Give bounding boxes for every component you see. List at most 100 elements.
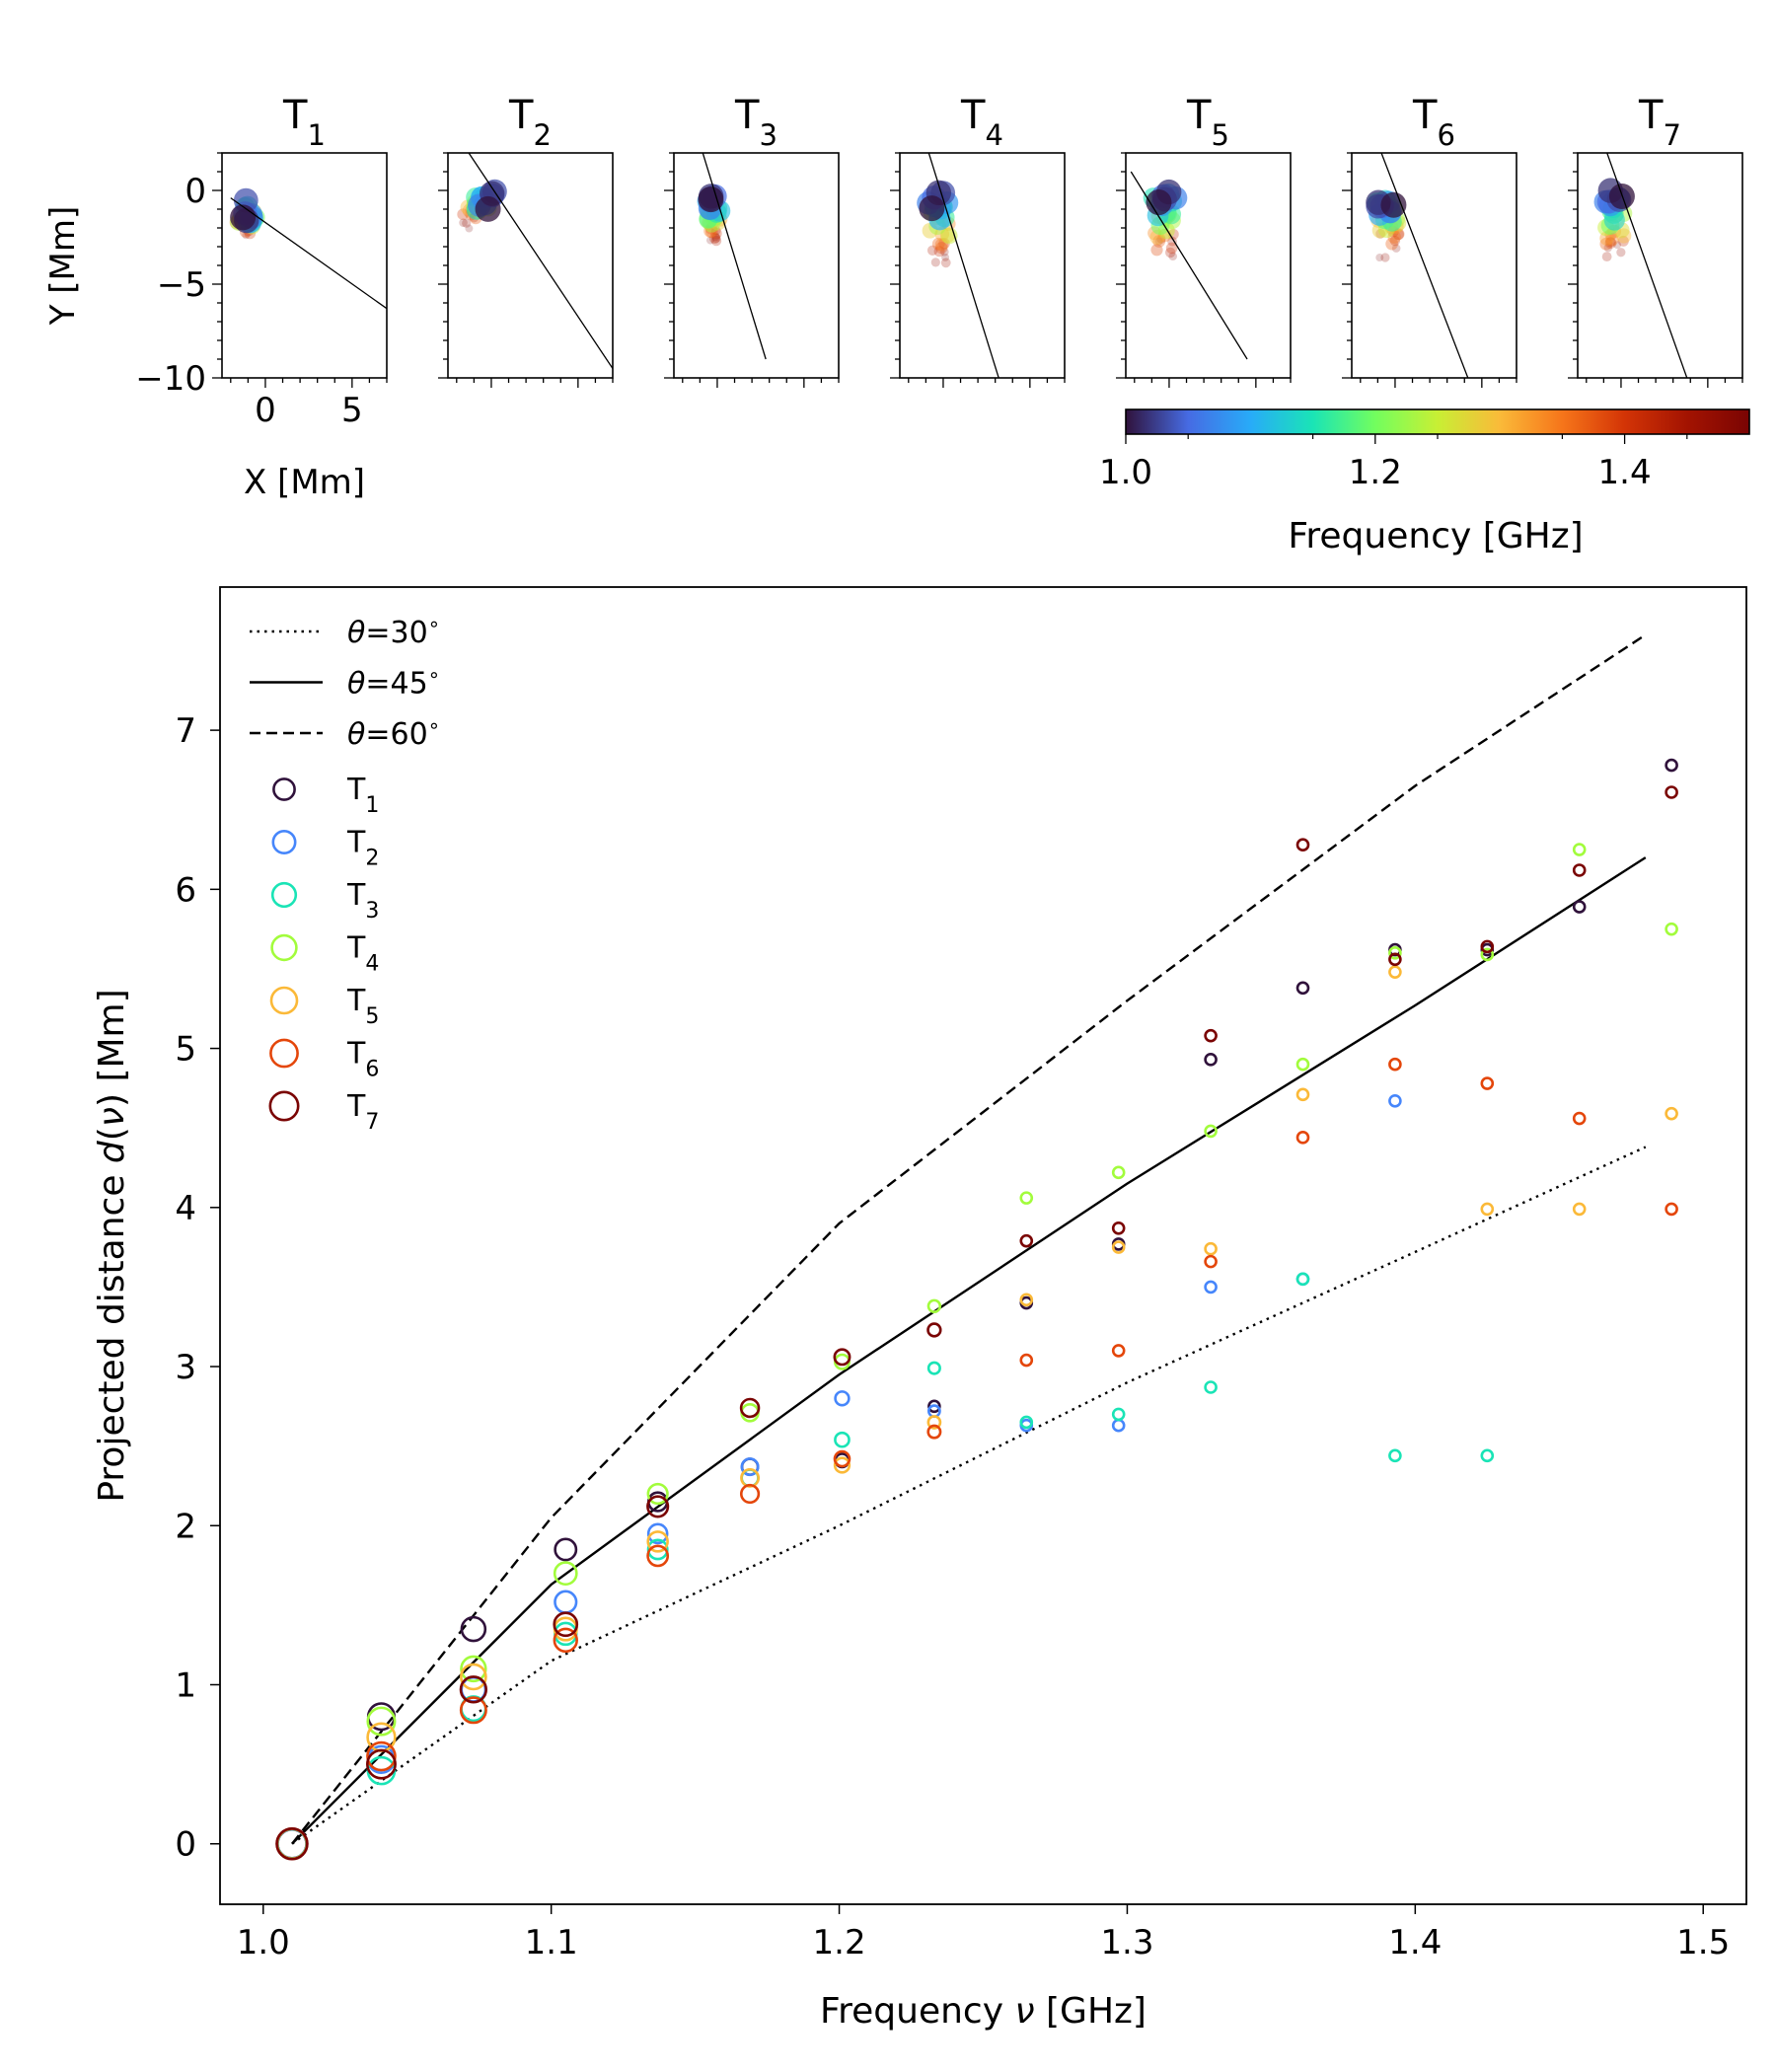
y-tick-label: 7 bbox=[175, 711, 196, 751]
fit-line bbox=[702, 153, 767, 360]
source-point bbox=[940, 258, 951, 268]
source-point bbox=[1375, 254, 1384, 262]
point-T7 bbox=[739, 1397, 761, 1419]
source-point bbox=[1392, 229, 1404, 241]
y-tick-label: −10 bbox=[135, 359, 206, 399]
point-T1 bbox=[460, 1615, 487, 1643]
panel-frame bbox=[899, 152, 1066, 379]
source-point bbox=[1380, 253, 1390, 262]
point-T3 bbox=[646, 1538, 669, 1561]
legend-label-T7: T7 bbox=[346, 1089, 379, 1135]
y-tick-label: 5 bbox=[175, 1030, 196, 1070]
point-T4 bbox=[926, 1298, 942, 1313]
point-T7 bbox=[1111, 1221, 1126, 1235]
point-T4 bbox=[1111, 1165, 1126, 1180]
fit-line bbox=[230, 197, 387, 310]
series-T6 bbox=[275, 1057, 1678, 1861]
source-point bbox=[1146, 189, 1172, 216]
model-line-theta-45 bbox=[291, 856, 1647, 1845]
source-point bbox=[934, 238, 949, 252]
colorbar-tick-label: 1.2 bbox=[1349, 453, 1402, 492]
point-T5 bbox=[926, 1415, 942, 1430]
point-T5 bbox=[1295, 1087, 1310, 1102]
source-point bbox=[939, 227, 955, 244]
point-T4 bbox=[1665, 922, 1678, 936]
source-point bbox=[710, 227, 722, 240]
point-T4 bbox=[1204, 1124, 1218, 1139]
source-point bbox=[1375, 229, 1386, 239]
panel-t3: T3 bbox=[664, 93, 840, 388]
source-point bbox=[931, 237, 945, 251]
legend-label-theta-45: θ=45∘ bbox=[347, 663, 440, 702]
point-T7 bbox=[366, 1748, 397, 1780]
point-T7 bbox=[1480, 939, 1495, 954]
source-points bbox=[697, 153, 767, 360]
x-axis-label: X [Mm] bbox=[244, 463, 365, 502]
point-T7 bbox=[1665, 785, 1678, 799]
source-point bbox=[1599, 237, 1613, 251]
panel-t1: T1 0 5 0 −5 −10 X [Mm] Y [Mm] bbox=[43, 93, 388, 502]
source-point bbox=[710, 235, 722, 247]
point-T3 bbox=[1295, 1272, 1310, 1287]
legend-marker-T2 bbox=[271, 829, 297, 854]
point-T6 bbox=[833, 1449, 851, 1468]
panel-frame bbox=[673, 152, 840, 379]
source-point bbox=[1167, 236, 1177, 247]
point-T5 bbox=[1480, 1202, 1495, 1217]
series-T5 bbox=[275, 965, 1678, 1861]
point-T6 bbox=[1019, 1353, 1034, 1368]
model-line-theta-60 bbox=[291, 633, 1647, 1845]
source-point bbox=[1605, 237, 1616, 248]
point-T6 bbox=[1204, 1254, 1218, 1269]
source-point bbox=[1616, 248, 1626, 258]
point-T6 bbox=[366, 1740, 397, 1772]
panel-title: T2 bbox=[508, 93, 552, 152]
y-tick-label: 4 bbox=[175, 1189, 196, 1228]
source-point bbox=[934, 226, 950, 242]
fit-line bbox=[1606, 153, 1688, 378]
main-frame bbox=[219, 586, 1747, 1905]
colorbar-bar bbox=[1125, 408, 1750, 435]
legend-marker-T3 bbox=[270, 881, 298, 909]
point-T5 bbox=[1388, 965, 1402, 979]
source-point bbox=[938, 237, 950, 250]
source-point bbox=[705, 236, 714, 245]
panel-title: T4 bbox=[960, 93, 1003, 152]
source-point bbox=[230, 204, 257, 231]
x-axis-label: Frequency ν [GHz] bbox=[820, 1991, 1147, 2032]
source-point bbox=[1165, 247, 1176, 259]
source-point bbox=[1392, 228, 1405, 241]
point-T5 bbox=[1204, 1241, 1218, 1256]
point-T7 bbox=[1295, 838, 1310, 851]
point-T3 bbox=[1204, 1380, 1218, 1394]
point-T2 bbox=[646, 1522, 669, 1545]
point-T7 bbox=[646, 1495, 670, 1518]
point-T4 bbox=[1480, 947, 1495, 962]
source-point bbox=[1156, 234, 1166, 244]
point-T1 bbox=[1665, 758, 1678, 773]
source-point bbox=[475, 195, 501, 222]
source-points bbox=[1130, 171, 1248, 360]
point-T4 bbox=[366, 1706, 397, 1737]
top-panels: T1 0 5 0 −5 −10 X [Mm] Y [Mm] T2 T3 T4 T5 T6 T7 bbox=[43, 93, 1743, 502]
x-tick-label: 5 bbox=[341, 391, 363, 430]
legend-marker-T7 bbox=[268, 1090, 300, 1122]
x-tick-label: 1.1 bbox=[525, 1923, 578, 1962]
point-T5 bbox=[646, 1530, 669, 1553]
legend-label-theta-30: θ=30∘ bbox=[347, 612, 440, 650]
source-point bbox=[1167, 228, 1179, 240]
point-T2 bbox=[834, 1390, 851, 1407]
point-T6 bbox=[646, 1544, 670, 1568]
point-T2 bbox=[1388, 1093, 1402, 1108]
panel-title: T1 bbox=[282, 93, 326, 152]
panel-t2: T2 bbox=[438, 93, 614, 388]
point-T6 bbox=[739, 1483, 761, 1505]
point-T1 bbox=[554, 1537, 578, 1562]
source-point bbox=[459, 218, 468, 227]
point-T7 bbox=[1204, 1028, 1218, 1043]
source-point bbox=[1616, 228, 1632, 244]
legend-label-T5: T5 bbox=[346, 984, 379, 1029]
x-tick-label: 1.5 bbox=[1676, 1923, 1730, 1962]
panel-title: T7 bbox=[1638, 93, 1681, 152]
point-T1 bbox=[1572, 900, 1587, 914]
